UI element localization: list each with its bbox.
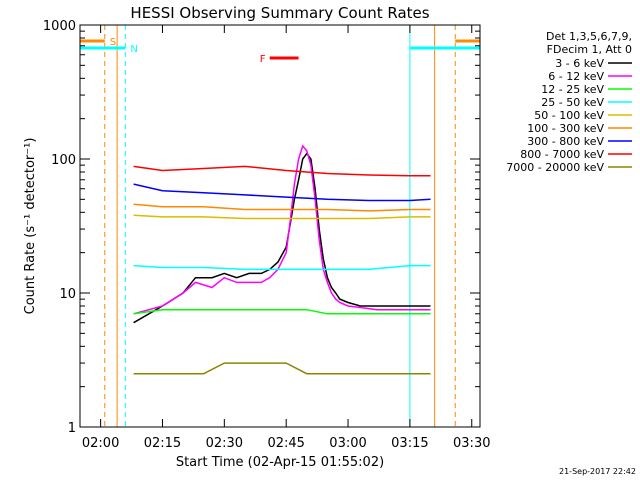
y-tick-label-3: 1000 <box>43 19 76 34</box>
series-line-3 <box>133 264 431 271</box>
y-tick-label-1: 10 <box>59 287 76 302</box>
marker-label-2: N <box>130 44 137 55</box>
x-tick-label-3: 02:45 <box>267 436 304 451</box>
plot-frame <box>79 24 481 428</box>
legend-label-8: 7000 - 20000 keV <box>506 161 604 174</box>
legend-header-0: Det 1,3,5,6,7,9, <box>546 30 632 43</box>
footer-date: 21-Sep-2017 22:42 <box>559 467 636 476</box>
series-line-2 <box>133 308 431 315</box>
data-layer: S N F <box>79 25 481 427</box>
x-tick-label-2: 02:30 <box>206 436 243 451</box>
legend-label-2: 12 - 25 keV <box>541 83 604 96</box>
x-axis-label: Start Time (02-Apr-15 01:55:02) <box>176 455 384 470</box>
x-tick-label-4: 03:00 <box>329 436 366 451</box>
series-line-1 <box>133 144 431 315</box>
x-tick-label-6: 03:30 <box>453 436 490 451</box>
series-line-8 <box>133 362 431 375</box>
y-axis-label: Count Rate (s⁻¹ detector⁻¹) <box>23 138 38 315</box>
legend-header-1: FDecim 1, Att 0 <box>547 43 632 56</box>
x-tick-label-5: 03:15 <box>391 436 428 451</box>
legend-label-1: 6 - 12 keV <box>548 70 604 83</box>
series-line-5 <box>133 203 431 212</box>
legend-label-3: 25 - 50 keV <box>541 96 604 109</box>
marker-label-4: F <box>260 54 266 65</box>
x-tick-label-1: 02:15 <box>144 436 181 451</box>
series-line-7 <box>133 165 431 177</box>
axis-ticks: 02:00 02:15 02:30 02:45 03:00 03:15 03:30 1 10 10… <box>43 19 491 451</box>
y-tick-label-0: 1 <box>68 421 76 436</box>
marker-label-0: S <box>110 37 116 48</box>
chart-title: HESSI Observing Summary Count Rates <box>130 4 429 22</box>
legend-label-6: 300 - 800 keV <box>527 135 604 148</box>
x-tick-label-0: 02:00 <box>82 436 119 451</box>
series-line-0 <box>133 152 431 324</box>
y-tick-label-2: 100 <box>51 153 76 168</box>
series-line-6 <box>133 183 431 202</box>
legend: Det 1,3,5,6,7,9,FDecim 1, Att 03 - 6 keV… <box>506 30 632 174</box>
legend-label-7: 800 - 7000 keV <box>520 148 604 161</box>
legend-label-0: 3 - 6 keV <box>555 57 604 70</box>
legend-label-4: 50 - 100 keV <box>534 109 604 122</box>
series-line-4 <box>133 214 431 220</box>
legend-label-5: 100 - 300 keV <box>527 122 604 135</box>
